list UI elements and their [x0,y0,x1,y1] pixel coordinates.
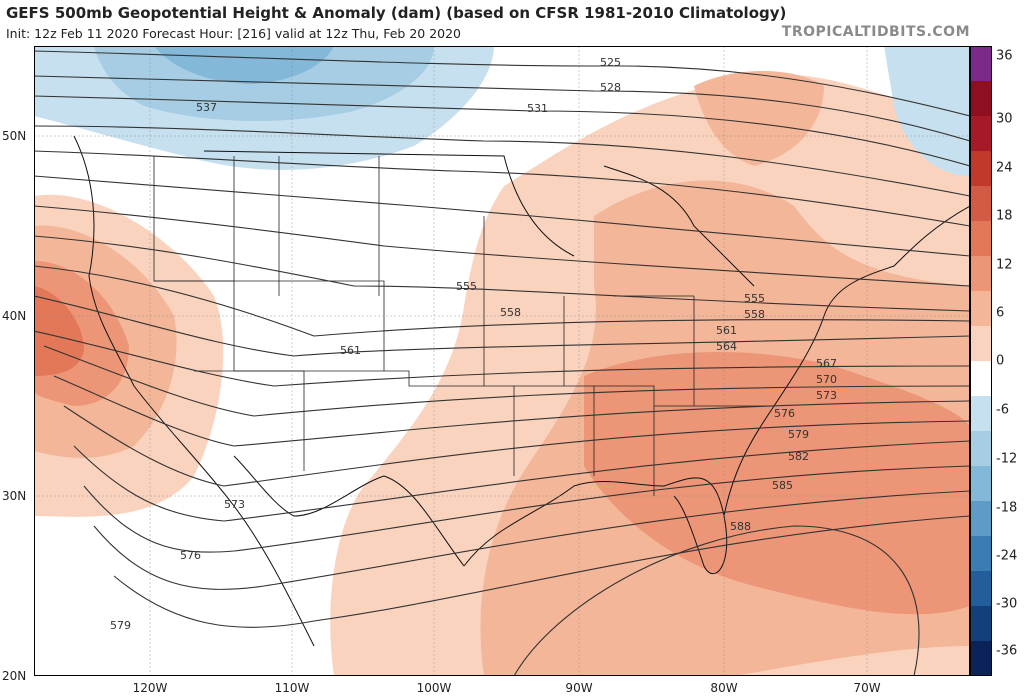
map-subtitle: Init: 12z Feb 11 2020 Forecast Hour: [21… [6,26,462,41]
lon-label-70w: 70W [853,681,881,695]
contour-label-576-east: 576 [774,407,795,420]
colorbar-label-neg30: -30 [996,596,1018,612]
lon-label-80w: 80W [710,681,738,695]
colorbar-label-30: 30 [996,111,1013,127]
colorbar-swatch [970,81,992,117]
contour-label-570: 570 [816,373,837,386]
site-credit: TROPICALTIDBITS.COM [781,24,970,40]
colorbar-swatch [970,606,992,642]
map-frame [34,46,970,676]
lon-label-90w: 90W [565,681,593,695]
lat-label-20n: 20N [2,669,27,683]
colorbar-swatch [970,431,992,467]
colorbar-frame [970,46,992,676]
lon-label-100w: 100W [416,681,452,695]
contour-label-537: 537 [196,101,217,114]
contour-label-528: 528 [600,81,621,94]
colorbar-swatch [970,571,992,607]
contour-label-558-west: 558 [500,306,521,319]
colorbar-label-6: 6 [996,305,1005,321]
contour-label-588: 588 [730,520,751,533]
colorbar-swatch [970,536,992,572]
contour-label-573-west: 573 [224,498,245,511]
colorbar-label-neg6: -6 [996,402,1009,418]
contour-label-585: 585 [772,479,793,492]
colorbar-swatch [970,46,992,82]
colorbar-swatch [970,291,992,327]
lon-label-120w: 120W [132,681,168,695]
contour-label-579-west: 579 [110,619,131,632]
positive-anomaly-shading [34,71,970,676]
contour-label-555-east: 555 [744,292,765,305]
colorbar-swatch [970,466,992,502]
lon-label-110w: 110W [274,681,310,695]
colorbar-swatch [970,151,992,187]
lat-label-30n: 30N [2,489,27,503]
contour-labels: 525 528 531 537 555 558 561 555 558 561 … [110,56,837,632]
colorbar-label-neg36: -36 [996,643,1018,659]
colorbar-swatch [970,221,992,257]
contour-label-561-east: 561 [716,324,737,337]
colorbar-label-neg18: -18 [996,500,1018,516]
lat-label-50n: 50N [2,129,27,143]
contour-label-525: 525 [600,56,621,69]
contour-label-582: 582 [788,450,809,463]
contour-label-561-west: 561 [340,344,361,357]
contour-label-573-east: 573 [816,389,837,402]
colorbar-swatch [970,641,992,676]
colorbar-swatch [970,256,992,292]
contour-label-579-east: 579 [788,428,809,441]
colorbar-label-18: 18 [996,208,1013,224]
colorbar-label-neg24: -24 [996,548,1018,564]
colorbar-label-24: 24 [996,160,1013,176]
contour-label-567: 567 [816,357,837,370]
colorbar-swatch [970,186,992,222]
contour-label-558-east: 558 [744,308,765,321]
lat-label-40n: 40N [2,309,27,323]
colorbar-label-neg12: -12 [996,451,1018,467]
colorbar-swatch [970,326,992,362]
anomaly-colorbar [970,46,992,676]
colorbar-swatch [970,116,992,152]
height-contours [34,50,970,676]
contour-label-564: 564 [716,340,737,353]
colorbar-label-0: 0 [996,353,1005,369]
contour-label-555-west: 555 [456,280,477,293]
colorbar-label-12: 12 [996,257,1013,273]
contour-label-576-west: 576 [180,549,201,562]
colorbar-swatch [970,361,992,397]
weather-map: 525 528 531 537 555 558 561 555 558 561 … [34,46,970,676]
colorbar-label-36: 36 [996,48,1013,64]
colorbar-swatch [970,501,992,537]
contour-label-531: 531 [527,102,548,115]
map-title: GEFS 500mb Geopotential Height & Anomaly… [6,4,787,22]
colorbar-swatch [970,396,992,432]
geography-outlines [73,135,970,647]
negative-anomaly-shading [34,46,970,176]
graticule [34,46,970,676]
